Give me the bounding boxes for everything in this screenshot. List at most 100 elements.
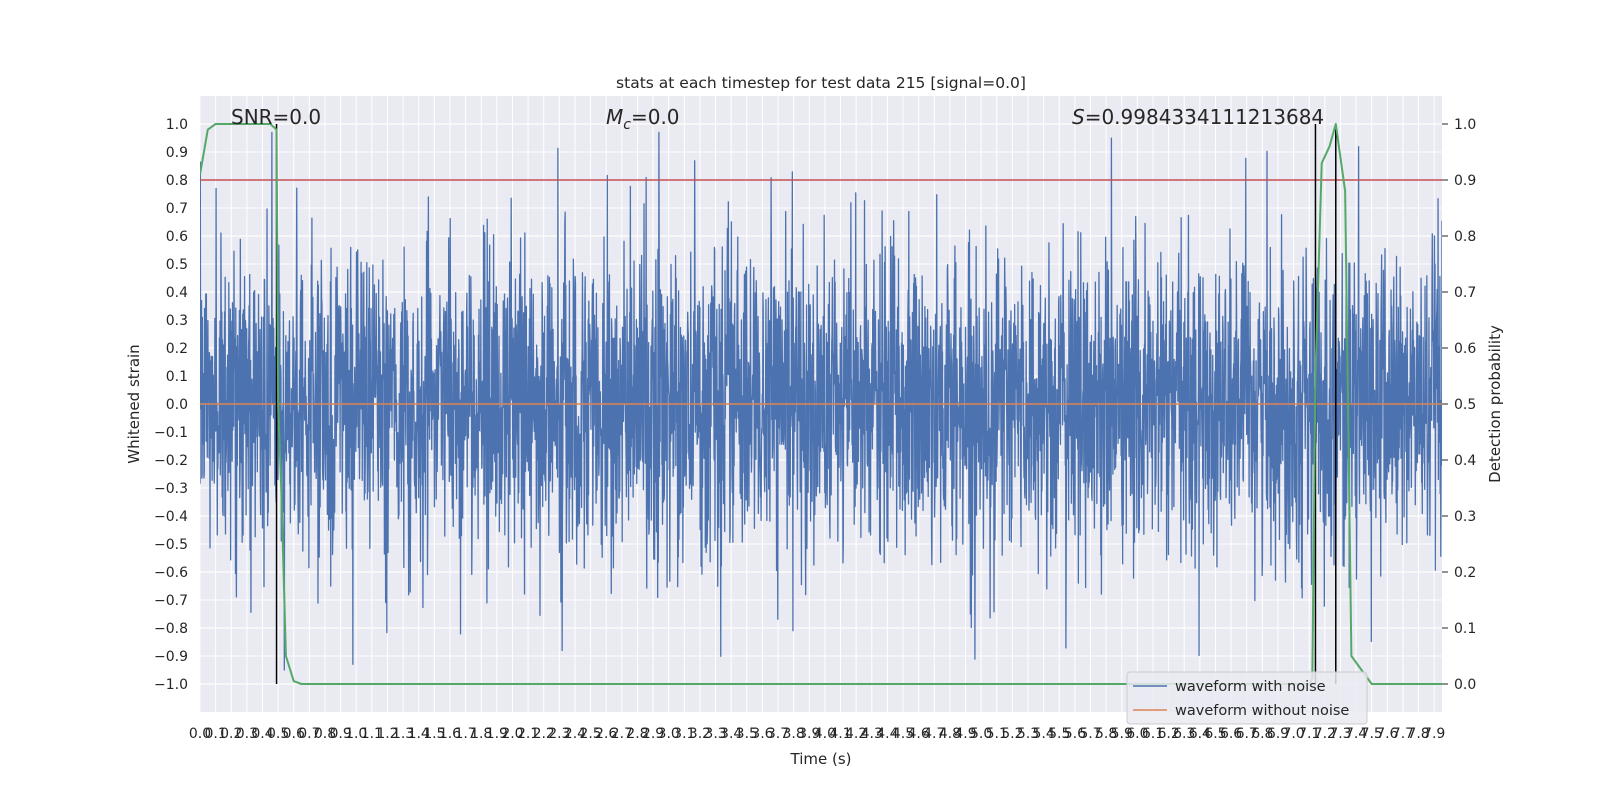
x-tick-label: 7.2 bbox=[1314, 726, 1336, 742]
x-tick-label: 2.8 bbox=[626, 726, 648, 742]
y-tick-label: −1.0 bbox=[154, 677, 188, 693]
x-tick-label: 3.2 bbox=[689, 726, 711, 742]
legend-label-clean: waveform without noise bbox=[1175, 703, 1349, 719]
x-tick-label: 2.3 bbox=[548, 726, 570, 742]
x-tick-label: 3.4 bbox=[720, 726, 742, 742]
x-tick-label: 1.0 bbox=[345, 726, 367, 742]
x-tick-label: 5.1 bbox=[986, 726, 1008, 742]
x-tick-label: 0.7 bbox=[298, 726, 320, 742]
y2-tick-label: 0.1 bbox=[1454, 621, 1476, 637]
series-detection-probability bbox=[200, 123, 1442, 685]
x-tick-label: 0.0 bbox=[189, 726, 211, 742]
y-tick-label: 0.0 bbox=[166, 397, 188, 413]
y-tick-label: 0.7 bbox=[166, 201, 188, 217]
x-tick-label: 0.2 bbox=[220, 726, 242, 742]
x-tick-label: 0.5 bbox=[267, 726, 289, 742]
x-tick-label: 1.9 bbox=[486, 726, 508, 742]
y-tick-label: 0.3 bbox=[166, 313, 188, 329]
y-tick-label: −0.9 bbox=[154, 649, 188, 665]
x-tick-label: 7.1 bbox=[1298, 726, 1320, 742]
x-tick-label: 4.2 bbox=[845, 726, 867, 742]
x-tick-label: 3.0 bbox=[658, 726, 680, 742]
y-axis-label: Whitened strain bbox=[125, 344, 143, 463]
x-tick-label: 2.0 bbox=[501, 726, 523, 742]
x-tick-label: 6.8 bbox=[1251, 726, 1273, 742]
x-tick-label: 1.4 bbox=[408, 726, 430, 742]
x-tick-label: 0.3 bbox=[236, 726, 258, 742]
chart-title: stats at each timestep for test data 215… bbox=[616, 74, 1026, 92]
x-axis-label: Time (s) bbox=[790, 750, 852, 768]
x-tick-label: 2.1 bbox=[517, 726, 539, 742]
y-tick-label: −0.4 bbox=[154, 509, 188, 525]
x-tick-label: 6.5 bbox=[1204, 726, 1226, 742]
y2-tick-label: 0.7 bbox=[1454, 285, 1476, 301]
y-tick-label: −0.3 bbox=[154, 481, 188, 497]
x-tick-label: 6.0 bbox=[1126, 726, 1148, 742]
y2-tick-labels: 1.0 0.9 0.8 0.7 0.6 0.5 0.4 0.3 0.2 0.1 0.0 bbox=[1442, 117, 1476, 693]
series-waveform-with-noise bbox=[200, 131, 1442, 671]
y-tick-label: −0.1 bbox=[154, 425, 188, 441]
x-tick-label: 6.1 bbox=[1142, 726, 1164, 742]
x-tick-label: 7.5 bbox=[1361, 726, 1383, 742]
y-tick-label: −0.6 bbox=[154, 565, 188, 581]
x-tick-label: 4.8 bbox=[939, 726, 961, 742]
y2-axis-label: Detection probability bbox=[1486, 325, 1504, 483]
y-tick-label: 0.6 bbox=[166, 229, 188, 245]
y-tick-label: −0.5 bbox=[154, 537, 188, 553]
y-tick-label: 0.5 bbox=[166, 257, 188, 273]
y-tick-label: 0.2 bbox=[166, 341, 188, 357]
y-tick-label: 0.4 bbox=[166, 285, 188, 301]
x-tick-label: 4.1 bbox=[829, 726, 851, 742]
score-annotation: S=0.9984334111213684 bbox=[1072, 105, 1324, 129]
x-tick-label: 7.4 bbox=[1345, 726, 1367, 742]
y-tick-label: −0.8 bbox=[154, 621, 188, 637]
x-tick-label: 3.5 bbox=[736, 726, 758, 742]
x-tick-label: 6.7 bbox=[1236, 726, 1258, 742]
x-tick-label: 3.9 bbox=[798, 726, 820, 742]
x-tick-label: 5.4 bbox=[1032, 726, 1054, 742]
legend-label-noise: waveform with noise bbox=[1175, 679, 1326, 695]
y-tick-label: 1.0 bbox=[166, 117, 188, 133]
y-tick-label: 0.9 bbox=[166, 145, 188, 161]
x-tick-label: 2.4 bbox=[564, 726, 586, 742]
y2-tick-label: 0.0 bbox=[1454, 677, 1476, 693]
x-tick-label: 2.2 bbox=[533, 726, 555, 742]
x-tick-label: 7.0 bbox=[1282, 726, 1304, 742]
x-tick-label: 4.3 bbox=[861, 726, 883, 742]
x-tick-label: 5.9 bbox=[1111, 726, 1133, 742]
x-tick-label: 7.3 bbox=[1329, 726, 1351, 742]
legend-box bbox=[1126, 671, 1368, 725]
y-tick-label: 0.8 bbox=[166, 173, 188, 189]
y2-tick-label: 0.3 bbox=[1454, 509, 1476, 525]
x-tick-label: 6.4 bbox=[1189, 726, 1211, 742]
y-tick-label: −0.7 bbox=[154, 593, 188, 609]
x-tick-label: 4.4 bbox=[876, 726, 898, 742]
y-tick-label: 0.1 bbox=[166, 369, 188, 385]
x-tick-label: 0.6 bbox=[283, 726, 305, 742]
x-tick-label: 6.3 bbox=[1173, 726, 1195, 742]
x-tick-label: 2.9 bbox=[642, 726, 664, 742]
x-tick-label: 3.3 bbox=[704, 726, 726, 742]
x-tick-label: 2.6 bbox=[595, 726, 617, 742]
x-tick-label: 3.8 bbox=[783, 726, 805, 742]
y-tick-labels: 1.0 0.9 0.8 0.7 0.6 0.5 0.4 0.3 0.2 0.1 0.0 −0.1 −0.… bbox=[154, 117, 188, 693]
y2-tick-label: 1.0 bbox=[1454, 117, 1476, 133]
y-tick-label: −0.2 bbox=[154, 453, 188, 469]
x-tick-label: 0.8 bbox=[314, 726, 336, 742]
x-tick-label: 5.0 bbox=[970, 726, 992, 742]
y2-tick-label: 0.6 bbox=[1454, 341, 1476, 357]
snr-annotation: SNR=0.0 bbox=[231, 105, 321, 129]
x-tick-label: 7.7 bbox=[1392, 726, 1414, 742]
x-tick-label: 4.0 bbox=[814, 726, 836, 742]
x-tick-label: 4.6 bbox=[908, 726, 930, 742]
x-tick-label: 4.5 bbox=[892, 726, 914, 742]
x-tick-label: 1.3 bbox=[392, 726, 414, 742]
chirp-mass-annotation: Mc=0.0 bbox=[606, 105, 680, 133]
x-tick-label: 1.6 bbox=[439, 726, 461, 742]
x-tick-label: 1.1 bbox=[361, 726, 383, 742]
x-tick-label: 3.1 bbox=[673, 726, 695, 742]
y2-tick-label: 0.5 bbox=[1454, 397, 1476, 413]
x-tick-label: 2.5 bbox=[579, 726, 601, 742]
x-tick-label: 6.2 bbox=[1157, 726, 1179, 742]
y2-tick-label: 0.4 bbox=[1454, 453, 1476, 469]
